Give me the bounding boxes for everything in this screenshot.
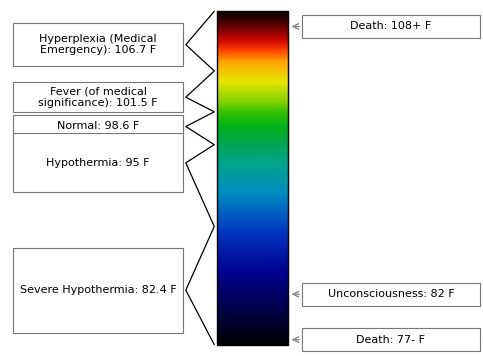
- FancyBboxPatch shape: [13, 115, 184, 138]
- FancyBboxPatch shape: [13, 83, 184, 112]
- Text: Hypothermia: 95 F: Hypothermia: 95 F: [46, 158, 150, 168]
- FancyBboxPatch shape: [302, 283, 480, 306]
- Text: Death: 108+ F: Death: 108+ F: [350, 21, 432, 31]
- FancyBboxPatch shape: [302, 15, 480, 38]
- Text: Death: 77- F: Death: 77- F: [356, 335, 426, 345]
- FancyBboxPatch shape: [13, 23, 184, 66]
- Text: Fever (of medical
significance): 101.5 F: Fever (of medical significance): 101.5 F: [38, 87, 158, 108]
- FancyBboxPatch shape: [13, 247, 184, 333]
- Text: Hyperplexia (Medical
Emergency): 106.7 F: Hyperplexia (Medical Emergency): 106.7 F: [39, 34, 157, 56]
- FancyBboxPatch shape: [302, 328, 480, 351]
- FancyBboxPatch shape: [13, 134, 184, 192]
- Text: Severe Hypothermia: 82.4 F: Severe Hypothermia: 82.4 F: [20, 285, 176, 295]
- Text: Normal: 98.6 F: Normal: 98.6 F: [57, 121, 139, 131]
- Text: Unconsciousness: 82 F: Unconsciousness: 82 F: [327, 289, 455, 299]
- Bar: [217, 11, 288, 345]
